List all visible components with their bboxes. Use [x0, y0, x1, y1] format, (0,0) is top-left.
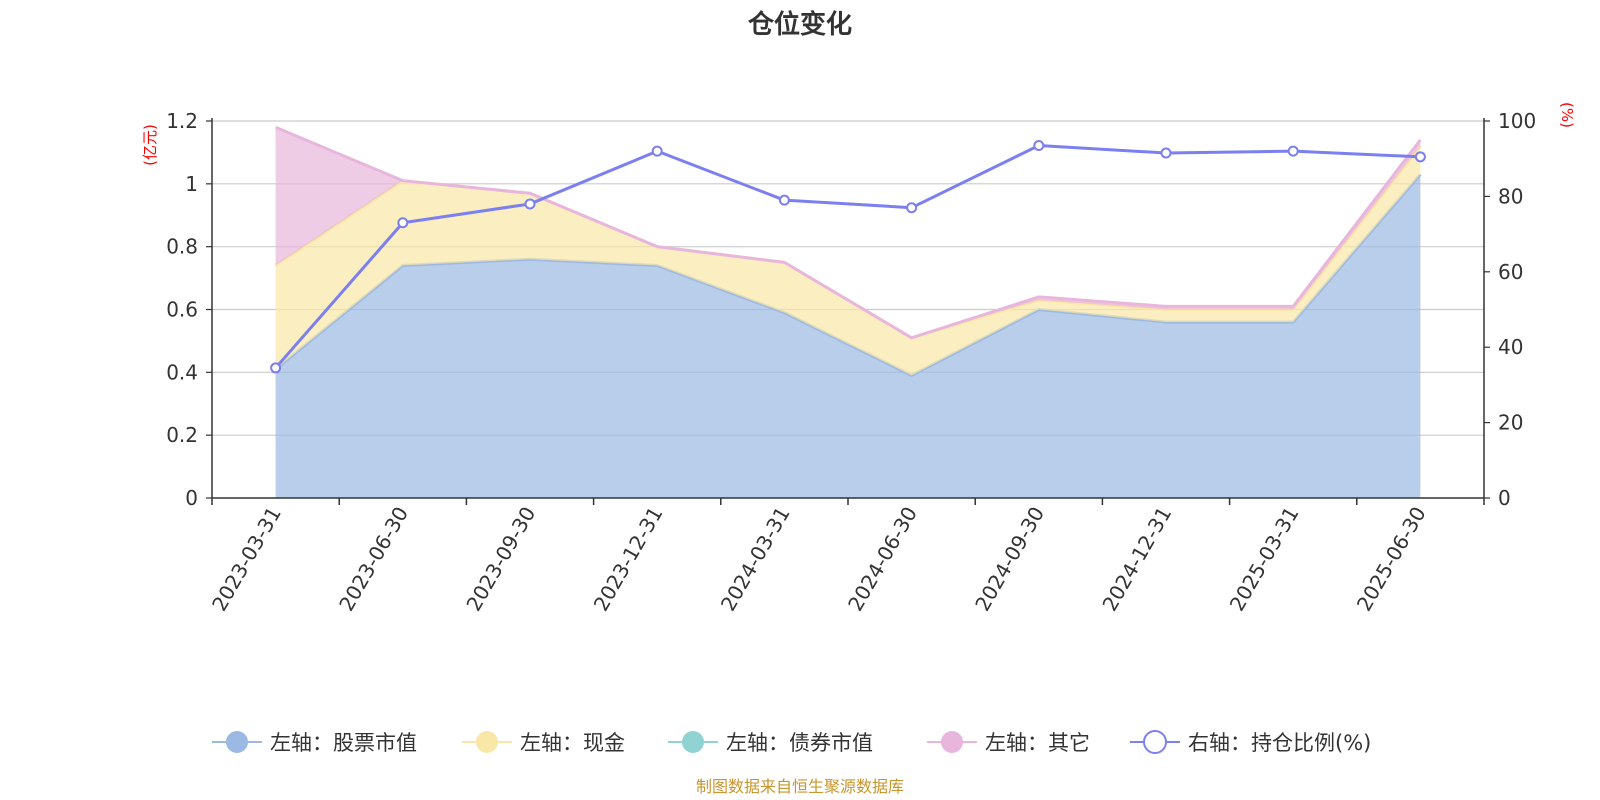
- right-axis-tick-label: 20: [1498, 411, 1523, 435]
- ratio-point[interactable]: [651, 145, 663, 157]
- legend-item[interactable]: 左轴：现金: [462, 731, 625, 755]
- x-axis-tick-label: 2024-12-31: [1097, 503, 1176, 616]
- x-axis-tick-label: 2023-12-31: [589, 503, 668, 616]
- ratio-point[interactable]: [270, 362, 282, 374]
- chart-title: 仓位变化: [747, 9, 852, 40]
- legend-label: 右轴：持仓比例(%): [1188, 731, 1371, 755]
- left-axis-tick-label: 0.8: [166, 235, 198, 259]
- legend-label: 左轴：股票市值: [270, 731, 417, 755]
- legend-label: 左轴：债券市值: [726, 731, 873, 755]
- left-axis-tick-label: 0.6: [166, 298, 198, 322]
- legend-item[interactable]: 左轴：债券市值: [668, 731, 873, 755]
- legend-label: 左轴：现金: [520, 731, 625, 755]
- right-axis-unit: (%): [1558, 102, 1576, 128]
- data-source-note: 制图数据来自恒生聚源数据库: [696, 777, 904, 796]
- right-axis-tick-label: 0: [1498, 486, 1511, 510]
- x-axis-tick-label: 2024-09-30: [970, 503, 1049, 616]
- left-axis-unit: (亿元): [141, 124, 159, 166]
- position-ratio-line: [270, 140, 1426, 374]
- ratio-point[interactable]: [524, 198, 536, 210]
- ratio-point[interactable]: [397, 217, 409, 229]
- ratio-point[interactable]: [906, 202, 918, 214]
- x-axis-tick-label: 2025-03-31: [1225, 503, 1304, 616]
- right-axis-tick-label: 60: [1498, 260, 1523, 284]
- legend: 左轴：股票市值 左轴：现金 左轴：债券市值 左轴：其它 右轴：持仓比例(%): [212, 730, 1371, 755]
- right-axis-tick-label: 100: [1498, 109, 1536, 133]
- area-左轴：股票市值: [275, 174, 1421, 499]
- left-axis-tick-label: 0: [185, 486, 198, 510]
- x-axis-tick-label: 2024-03-31: [716, 503, 795, 616]
- area-左轴：现金: [275, 146, 1421, 376]
- legend-item[interactable]: 右轴：持仓比例(%): [1130, 730, 1371, 755]
- legend-marker-icon: [226, 731, 248, 753]
- right-axis-tick-label: 40: [1498, 335, 1523, 359]
- x-axis-tick-label: 2024-06-30: [843, 503, 922, 616]
- left-axis-tick-label: 0.4: [166, 360, 198, 384]
- legend-marker-icon: [1143, 730, 1167, 754]
- left-axis-tick-label: 0.2: [166, 423, 198, 447]
- legend-marker-icon: [476, 731, 498, 753]
- legend-item[interactable]: 左轴：其它: [927, 731, 1090, 755]
- ratio-point[interactable]: [1287, 145, 1299, 157]
- legend-label: 左轴：其它: [985, 731, 1090, 755]
- x-axis-tick-label: 2023-09-30: [461, 503, 540, 616]
- x-axis-tick-label: 2023-03-31: [207, 503, 286, 616]
- ratio-point[interactable]: [1160, 147, 1172, 159]
- x-axis-tick-label: 2025-06-30: [1352, 503, 1431, 616]
- series-line-右轴：持仓比例(%): [274, 144, 1421, 369]
- right-axis-tick-label: 80: [1498, 184, 1523, 208]
- stacked-areas: [274, 125, 1422, 499]
- area-edge-左轴：其它: [275, 125, 1422, 340]
- legend-marker-icon: [941, 731, 963, 753]
- ratio-point[interactable]: [778, 194, 790, 206]
- left-axis-tick-label: 1.2: [166, 109, 198, 133]
- legend-item[interactable]: 左轴：股票市值: [212, 731, 417, 755]
- x-axis-tick-label: 2023-06-30: [334, 503, 413, 616]
- legend-marker-icon: [682, 731, 704, 753]
- ratio-point[interactable]: [1033, 140, 1045, 152]
- ratio-point[interactable]: [1414, 151, 1426, 163]
- left-axis-tick-label: 1: [185, 172, 198, 196]
